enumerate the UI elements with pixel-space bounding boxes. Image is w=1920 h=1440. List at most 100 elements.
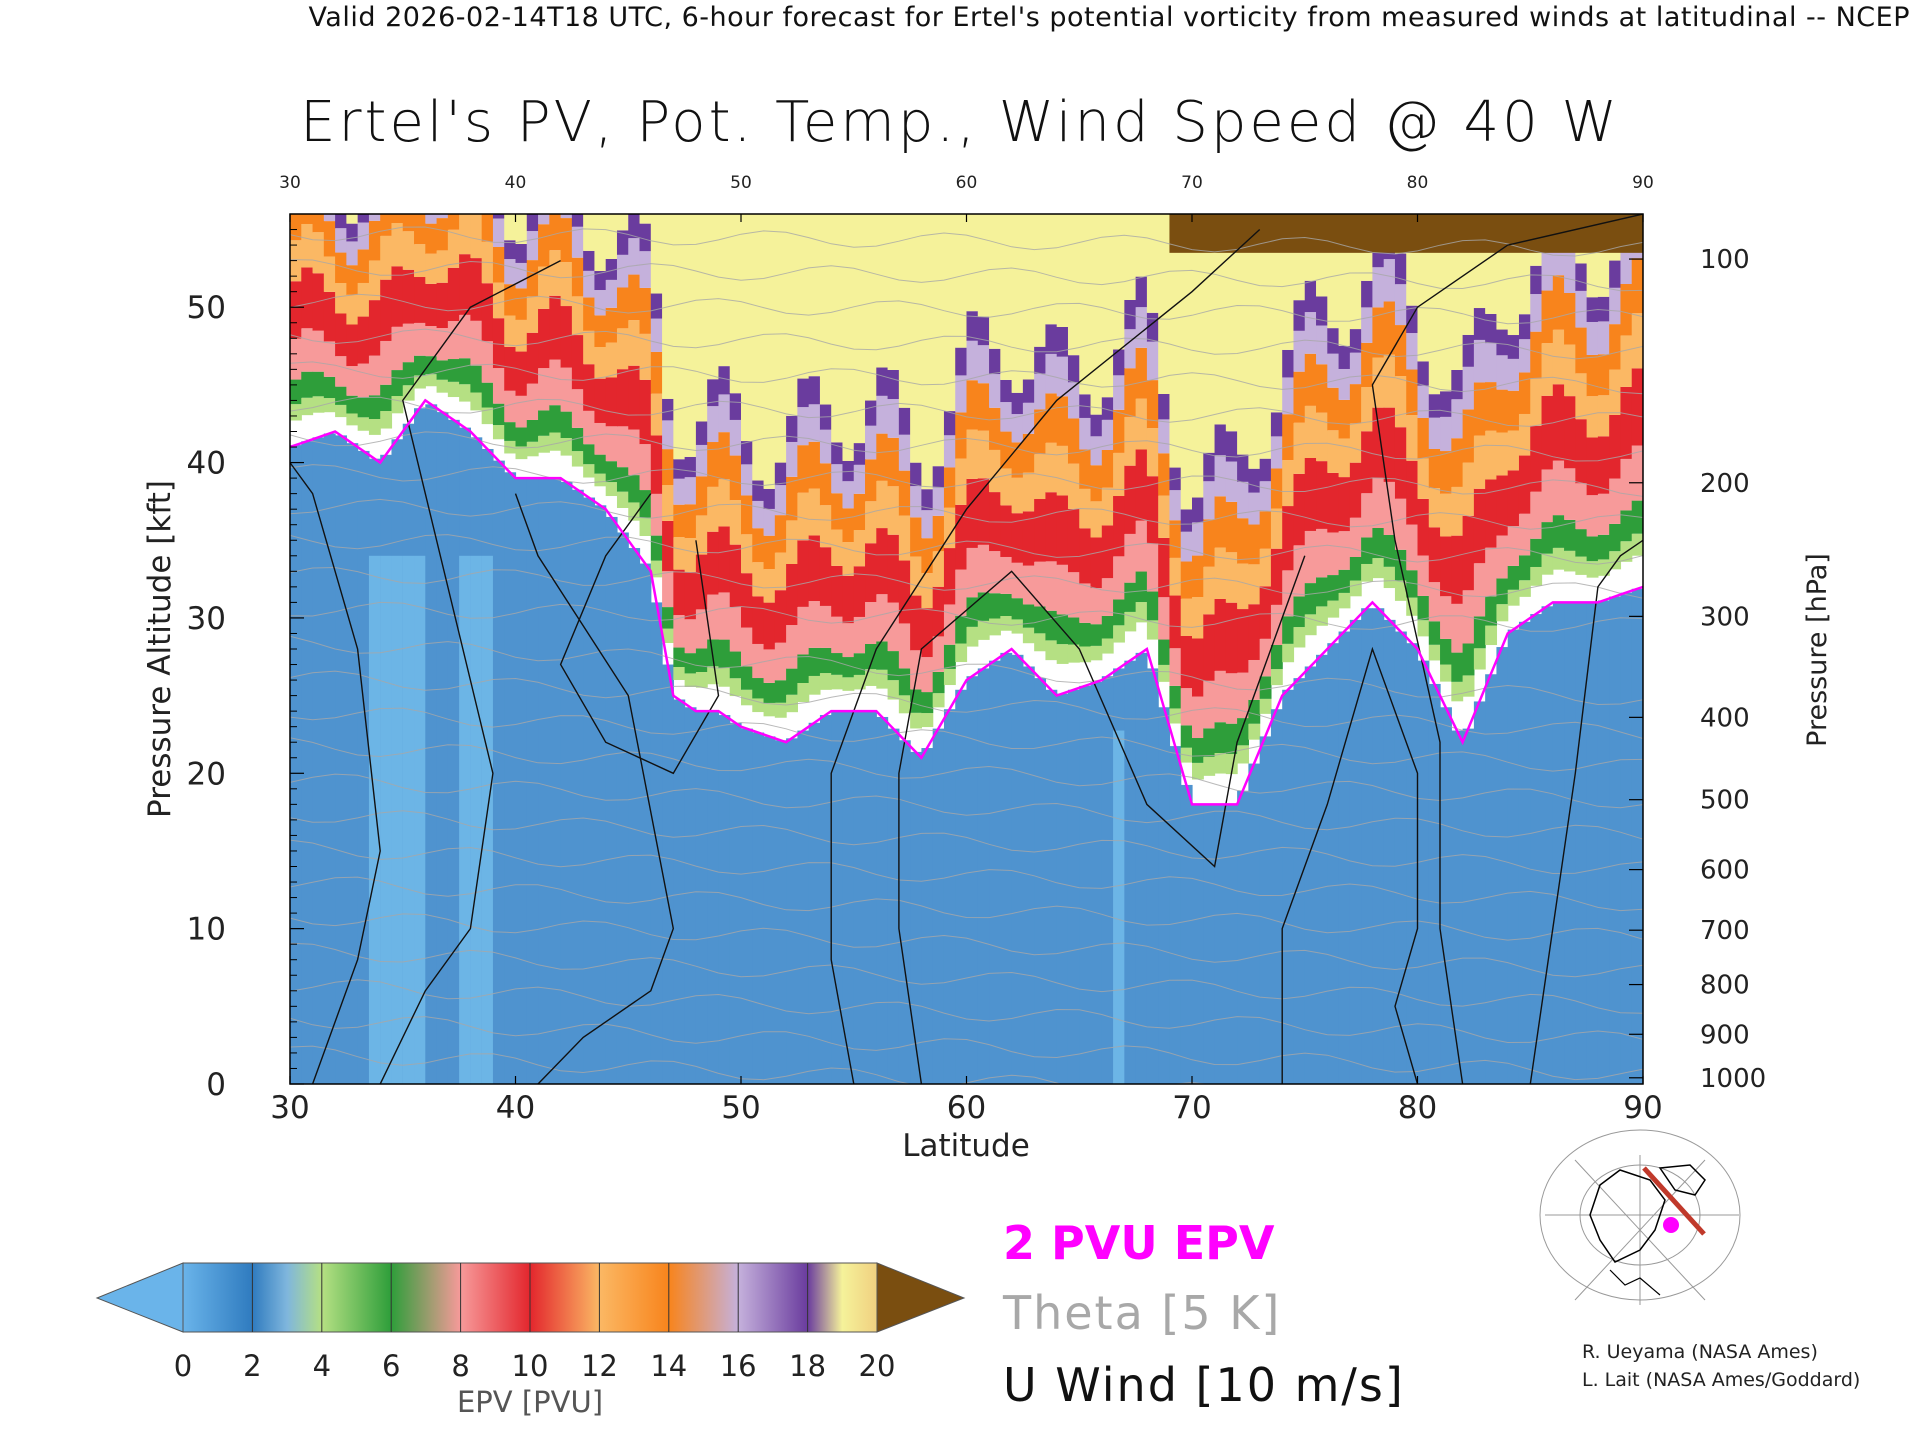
epv-band [301,223,314,268]
epv-band [538,368,550,411]
epv-band [1530,425,1543,492]
epv-band [684,477,697,505]
epv-column-low [1192,804,1204,1084]
epv-low-patch [459,555,471,1084]
epv-band [1135,449,1148,521]
epv-band [819,214,832,405]
epv-band [1293,330,1306,372]
epv-band [1225,552,1238,603]
theta-contour [290,431,1643,462]
epv-column-low [662,664,674,1084]
epv-band [695,648,708,672]
epv-band [898,695,911,714]
epv-band [1361,537,1373,564]
epv-band [1022,214,1035,380]
epv-band [1124,465,1137,534]
epv-band [1440,664,1452,682]
epv-band [357,282,370,317]
epv-band [943,411,956,436]
epv-band [447,381,460,398]
pressure-tick-label: 100 [1700,245,1750,275]
epv-band [865,543,877,603]
epv-band [1496,432,1509,476]
epv-band [1473,339,1486,383]
epv-band [898,560,911,624]
epv-band [797,445,810,493]
theta-contour [290,707,1643,772]
theta-contour [290,226,1643,257]
epv-band [695,476,708,516]
epv-band [1180,531,1193,562]
epv-band [1259,481,1272,512]
epv-band [1237,745,1249,764]
epv-band [865,643,877,670]
epv-band [312,273,325,331]
epv-band [774,462,787,486]
epv-band [662,628,674,643]
epv-band [571,296,584,336]
epv-band [1056,326,1069,357]
epv-band [1383,407,1396,482]
epv-band [1316,461,1328,529]
epv-band [391,370,404,397]
epv-band [1000,214,1013,380]
epv-low-patch [470,555,483,1084]
x-tick-label: 80 [1398,1090,1437,1126]
epv-band [1304,457,1317,531]
epv-band [808,214,821,377]
epv-column-low [357,450,370,1084]
epv-band [1304,280,1317,313]
epv-band [932,466,945,488]
epv-band [1270,645,1283,670]
epv-band [673,647,686,668]
epv-band [695,444,708,477]
epv-band [786,668,798,695]
epv-band [1214,670,1227,723]
pressure-axis-label: Pressure [hPa] [1802,553,1833,747]
epv-band [583,297,596,331]
epv-band [447,214,460,230]
epv-band [966,340,979,381]
epv-band [1180,561,1193,599]
epv-band [752,596,765,644]
epv-band [402,231,415,270]
epv-band [526,214,539,232]
epv-band [504,259,517,285]
x-top-tick-label: 50 [730,173,752,193]
epv-column-low [1372,608,1385,1084]
epv-band [1203,452,1216,482]
epv-column-low [1225,804,1238,1084]
epv-band [932,515,945,552]
epv-band [1586,437,1599,496]
epv-band [718,366,731,395]
epv-band [628,320,641,366]
epv-band [1293,371,1306,423]
epv-band [1552,231,1565,276]
epv-band [571,427,584,452]
epv-band [594,473,607,487]
epv-band [650,435,663,494]
epv-column-low [1394,631,1407,1084]
axis-ticks [289,214,1644,1085]
epv-band [831,674,844,690]
epv-band [594,454,607,474]
epv-band [1056,214,1069,327]
theta-contour [290,396,1643,427]
wind-contour [1371,214,1643,1084]
epv-band [1507,589,1520,606]
epv-band [504,390,517,423]
epv-band [1022,379,1035,403]
epv-column-low [1022,666,1035,1084]
epv-band [1248,659,1261,700]
epv-band [1597,395,1610,437]
epv-band [380,235,393,280]
x-tick-label: 40 [496,1090,535,1126]
epv-band [943,668,956,686]
epv-band [1101,487,1114,526]
epv-band [1067,572,1080,618]
epv-band [357,249,370,283]
pressure-tick-label: 600 [1700,856,1750,886]
epv-band [560,306,573,368]
epv-band [763,702,776,717]
epv-band [391,326,404,371]
